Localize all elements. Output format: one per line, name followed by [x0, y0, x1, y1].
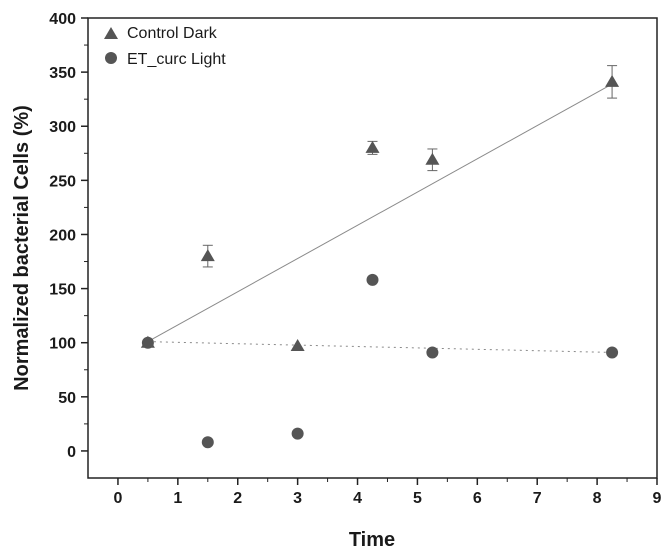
data-point-et-curc-light	[366, 273, 379, 286]
legend-label-control-dark: Control Dark	[127, 25, 218, 42]
y-tick-label: 0	[67, 444, 76, 461]
y-tick-label: 400	[49, 11, 76, 28]
x-tick-label: 0	[113, 490, 122, 507]
data-point-control-dark	[365, 140, 380, 153]
data-markers	[140, 65, 620, 449]
data-point-control-dark	[605, 74, 620, 87]
y-tick-label: 50	[58, 390, 76, 407]
data-point-et-curc-light	[141, 336, 154, 349]
data-point-et-curc-light	[606, 346, 619, 359]
y-axis-title: Normalized bacterial Cells (%)	[11, 105, 33, 391]
data-point-et-curc-light	[426, 346, 439, 359]
y-tick-label: 250	[49, 173, 76, 190]
y-tick-label: 150	[49, 282, 76, 299]
x-tick-label: 6	[473, 490, 482, 507]
data-point-control-dark	[290, 338, 305, 351]
fit-line-control-dark	[147, 83, 613, 343]
fit-line-et-curc-light	[147, 341, 613, 353]
y-tick-label: 300	[49, 119, 76, 136]
data-point-et-curc-light	[201, 436, 214, 449]
legend-label-et-curc-light: ET_curc Light	[127, 51, 226, 68]
plot-frame	[87, 17, 658, 479]
y-tick-label: 200	[49, 227, 76, 244]
x-tick-label: 3	[293, 490, 302, 507]
y-tick-label: 100	[49, 336, 76, 353]
x-tick-label: 5	[413, 490, 422, 507]
data-point-control-dark	[425, 152, 440, 165]
legend: Control Dark ET_curc Light	[104, 25, 226, 68]
x-tick-label: 2	[233, 490, 242, 507]
x-tick-label: 4	[353, 490, 362, 507]
legend-circle-icon	[105, 52, 117, 64]
y-tick-label: 350	[49, 65, 76, 82]
x-tick-label: 7	[533, 490, 542, 507]
x-tick-label: 1	[173, 490, 182, 507]
data-point-control-dark	[200, 249, 215, 262]
legend-triangle-icon	[104, 27, 118, 39]
x-axis-title: Time	[349, 529, 395, 548]
axis-ticks: 0 1 2 3 4 5 6 7 8 9 0 50 100 150 200 250 300 350 400	[49, 11, 661, 507]
x-tick-label: 8	[593, 490, 602, 507]
x-tick-label: 9	[653, 490, 662, 507]
data-point-et-curc-light	[291, 427, 304, 440]
fit-lines	[147, 83, 613, 353]
